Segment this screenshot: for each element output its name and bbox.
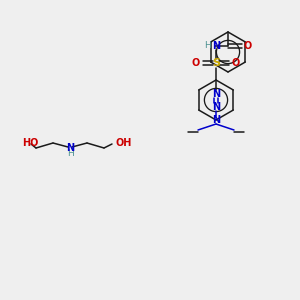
Text: H: H: [67, 149, 73, 158]
Text: O: O: [232, 58, 240, 68]
Text: N: N: [66, 143, 74, 153]
Text: S: S: [212, 58, 220, 68]
Text: O: O: [244, 41, 252, 51]
Text: N: N: [212, 89, 220, 99]
Text: N: N: [212, 115, 220, 125]
Text: H: H: [204, 41, 211, 50]
Text: O: O: [192, 58, 200, 68]
Text: HO: HO: [22, 138, 38, 148]
Text: N: N: [212, 41, 220, 51]
Text: OH: OH: [116, 138, 132, 148]
Text: N: N: [212, 102, 220, 112]
